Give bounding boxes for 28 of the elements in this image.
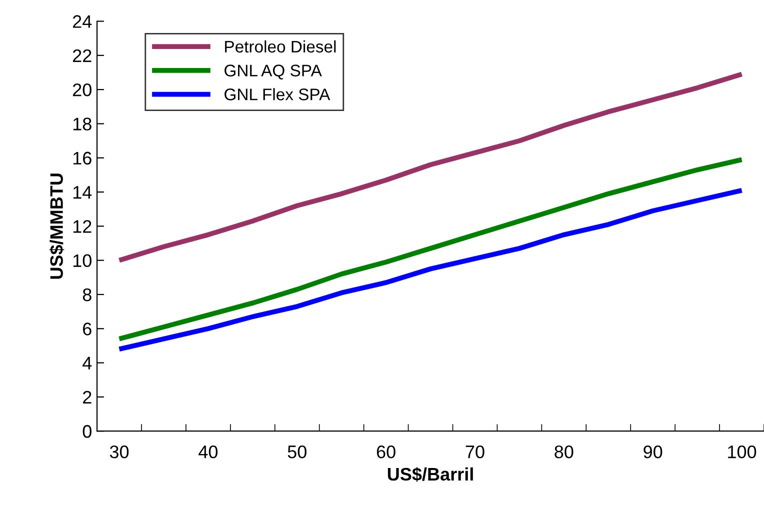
y-tick-label: 22 [72,49,92,62]
y-tick-label: 16 [73,152,92,165]
y-tick-label: 0 [82,425,92,438]
x-axis-title: US$/Barril [388,467,473,482]
y-tick-label: 4 [82,356,92,370]
x-tick-label: 90 [644,445,662,458]
x-tick-label: 40 [198,445,218,458]
x-tick-label: 60 [376,445,396,458]
x-tick-label: 80 [554,445,574,458]
x-tick-label: 30 [110,445,129,458]
line-series [116,188,744,352]
y-tick-label: 14 [73,186,92,199]
legend-label: GNL Flex SPA [224,88,330,100]
y-tick-label: 2 [83,390,92,404]
y-tick-label: 24 [72,15,92,28]
y-tick-label: 6 [83,322,92,336]
y-tick-label: 18 [73,118,92,130]
y-axis-title: US$/MMBTU [49,174,64,279]
y-tick-label: 12 [73,220,92,233]
x-tick-label: 100 [728,445,756,458]
y-tick-label: 10 [73,254,92,268]
x-tick-label: 50 [288,445,306,458]
legend-label: Petroleo Diesel [225,40,336,53]
line-series [116,157,744,342]
legend-label: GNL AQ SPA [224,64,322,80]
x-tick-label: 70 [466,445,484,458]
y-tick-label: 20 [72,83,92,96]
y-tick-label: 8 [82,288,92,302]
